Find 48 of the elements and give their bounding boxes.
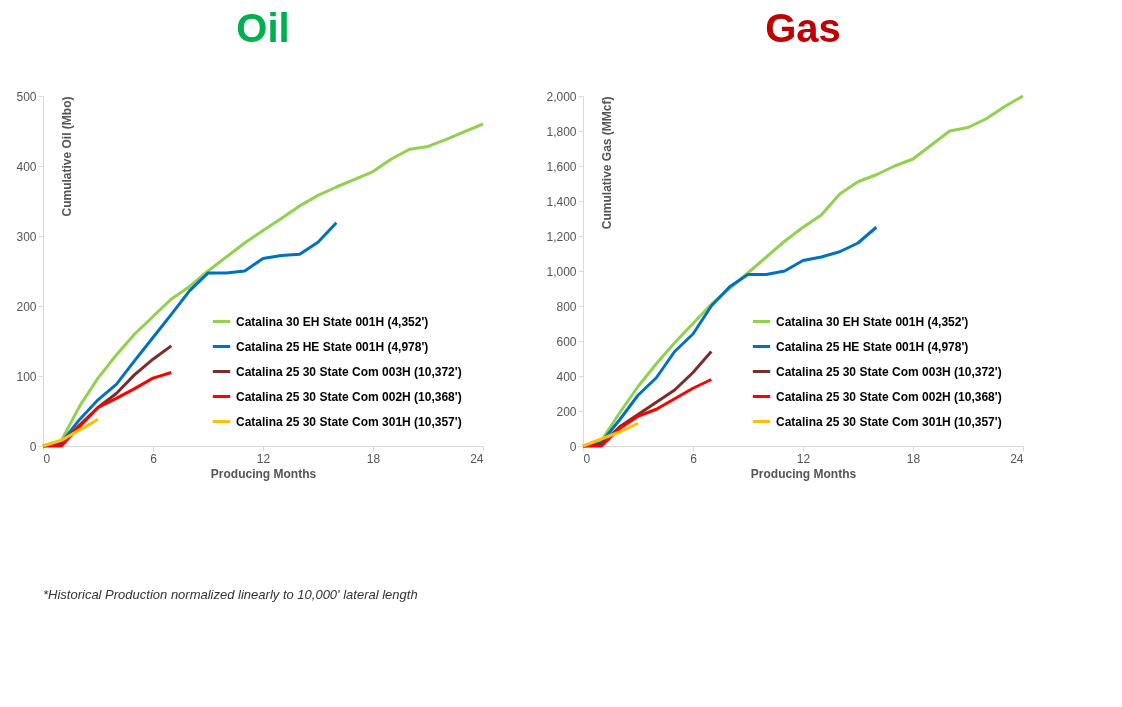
x-axis-title: Producing Months — [210, 466, 317, 481]
legend-label: Catalina 25 30 State Com 003H (10,372') — [236, 364, 462, 379]
y-tick-label: 1,800 — [546, 124, 577, 139]
x-tick-label: 0 — [583, 451, 591, 466]
y-tick-label: 1,200 — [546, 229, 577, 244]
y-tick-label: 200 — [556, 404, 577, 419]
line-series — [581, 378, 713, 448]
y-axis-title: Cumulative Oil (Mbo) — [59, 96, 74, 217]
legend-label: Catalina 25 HE State 001H (4,978') — [776, 339, 969, 354]
line-series — [41, 417, 100, 448]
y-tick-label: 100 — [16, 369, 37, 384]
chart-title: Gas — [765, 6, 841, 50]
y-tick-label: 2,000 — [546, 89, 577, 104]
y-tick-label: 0 — [569, 439, 577, 454]
y-tick-label: 400 — [556, 369, 577, 384]
x-axis-title: Producing Months — [750, 466, 857, 481]
text: *Historical Production normalized linearly to 10,000' lateral length — [43, 587, 418, 602]
y-axis-title: Cumulative Gas (MMcf) — [599, 96, 614, 230]
y-tick-label: 200 — [16, 299, 37, 314]
x-tick-label: 18 — [906, 451, 921, 466]
line-series — [581, 421, 640, 448]
line-series — [41, 371, 173, 448]
x-tick-label: 6 — [150, 451, 158, 466]
legend-label: Catalina 25 HE State 001H (4,978') — [236, 339, 429, 354]
legend-label: Catalina 30 EH State 001H (4,352') — [776, 314, 969, 329]
x-tick-label: 18 — [366, 451, 381, 466]
legend-label: Catalina 25 30 State Com 301H (10,357') — [776, 414, 1002, 429]
legend-label: Catalina 25 30 State Com 002H (10,368') — [776, 389, 1002, 404]
x-tick-label: 12 — [256, 451, 271, 466]
legend-label: Catalina 25 30 State Com 003H (10,372') — [776, 364, 1002, 379]
legend-label: Catalina 30 EH State 001H (4,352') — [236, 314, 429, 329]
y-tick-label: 500 — [16, 89, 37, 104]
y-tick-label: 1,000 — [546, 264, 577, 279]
y-tick-label: 1,600 — [546, 159, 577, 174]
y-tick-label: 600 — [556, 334, 577, 349]
chart-title: Oil — [236, 6, 290, 50]
y-tick-label: 1,400 — [546, 194, 577, 209]
y-tick-label: 300 — [16, 229, 37, 244]
x-tick-label: 24 — [1010, 451, 1024, 466]
x-tick-label: 24 — [470, 451, 484, 466]
x-tick-label: 12 — [796, 451, 811, 466]
legend-label: Catalina 25 30 State Com 002H (10,368') — [236, 389, 462, 404]
x-tick-label: 6 — [690, 451, 698, 466]
y-tick-label: 0 — [29, 439, 37, 454]
legend-label: Catalina 25 30 State Com 301H (10,357') — [236, 414, 462, 429]
x-tick-label: 0 — [43, 451, 51, 466]
y-tick-label: 400 — [16, 159, 37, 174]
y-tick-label: 800 — [556, 299, 577, 314]
